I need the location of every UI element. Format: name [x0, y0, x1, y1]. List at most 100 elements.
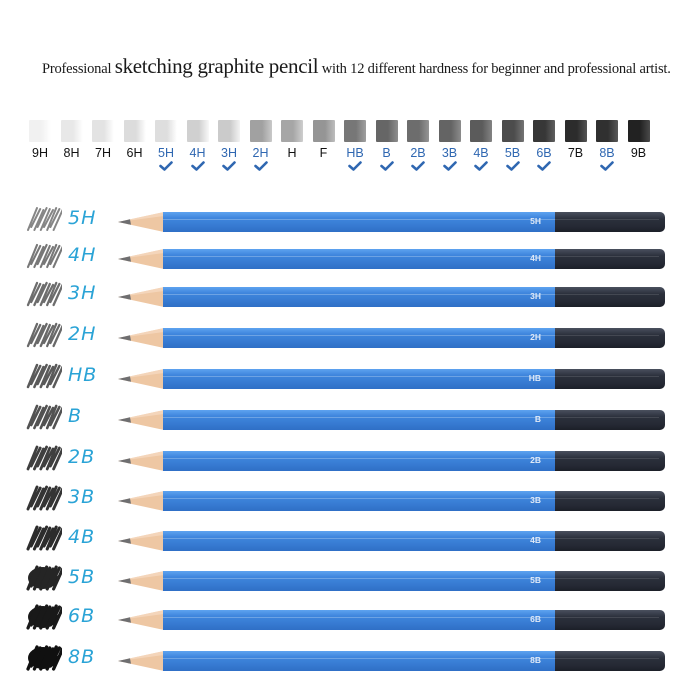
checkmark-icon: [411, 161, 425, 171]
pencil-row-5h: 5H 5H: [0, 207, 700, 232]
grade-label: 2B: [410, 146, 426, 160]
pencil-body: 8B: [163, 651, 555, 671]
pencil-row-3h: 3H 3H: [0, 281, 700, 307]
handwritten-grade-label: 3H: [68, 282, 97, 304]
pencil-end-cap: [555, 249, 665, 269]
pencil-body: 5B: [163, 571, 555, 591]
handwritten-grade-label: 2H: [68, 323, 97, 345]
grade-label: 6B: [536, 146, 552, 160]
sharpened-tip-icon: [118, 651, 164, 671]
hardness-grade-3b: 3B: [434, 120, 466, 171]
hardness-grade-f: F: [308, 120, 340, 160]
handwritten-grade-label: HB: [68, 364, 98, 386]
graphite-scribble-sample: [26, 445, 62, 471]
hardness-grade-2b: 2B: [402, 120, 434, 171]
grade-label: 5B: [504, 146, 521, 160]
hardness-grade-9h: 9H: [24, 120, 56, 160]
sharpened-tip-icon: [118, 571, 164, 591]
shade-swatch: [281, 120, 303, 142]
hardness-grade-b: B: [371, 120, 403, 171]
pencil-body: 3H: [163, 287, 555, 307]
shade-swatch: [312, 120, 335, 142]
grade-label: B: [382, 146, 391, 160]
shade-swatch: [407, 120, 429, 142]
sharpened-tip-icon: [118, 249, 164, 269]
checkmark-icon: [379, 161, 394, 171]
shade-swatch: [375, 120, 398, 142]
sharpened-tip-icon: [118, 491, 164, 511]
hardness-grade-7h: 7H: [87, 120, 119, 160]
grade-label: 8H: [63, 146, 80, 160]
shade-swatch: [564, 120, 587, 142]
shade-swatch: [627, 120, 650, 142]
pencil-end-cap: [555, 491, 665, 511]
graphite-scribble-sample: [26, 404, 62, 430]
pencil-end-cap: [555, 610, 665, 630]
shade-swatch: [29, 120, 51, 142]
grade-label: 3B: [441, 146, 458, 160]
graphite-scribble-sample: [26, 281, 62, 307]
pencil-hb: HB: [118, 369, 670, 389]
hardness-grade-hb: HB: [339, 120, 371, 171]
shade-swatch: [92, 120, 114, 142]
checkmark-icon: [474, 161, 488, 171]
sharpened-tip-icon: [118, 369, 164, 389]
graphite-scribble-sample: [27, 207, 62, 231]
handwritten-grade-label: 8B: [68, 646, 96, 668]
pencil-row-8b: 8B 8B: [0, 645, 700, 671]
pencil-end-cap: [555, 451, 665, 471]
pencil-row-6b: 6B 6B: [0, 604, 700, 630]
pencil-row-4h: 4H 4H: [0, 243, 700, 269]
shade-swatch: [596, 120, 618, 142]
pencil-3h: 3H: [118, 287, 670, 307]
handwritten-grade-label: 6B: [68, 605, 96, 627]
sharpened-tip-icon: [118, 287, 164, 307]
grade-label: 9H: [32, 146, 48, 160]
pencil-end-cap: [555, 328, 665, 348]
pencil-6b: 6B: [118, 610, 670, 630]
pencil-row-5b: 5B 5B: [0, 565, 700, 591]
pencil-row-3b: 3B 3B: [0, 485, 700, 511]
graphite-scribble-sample: [26, 485, 62, 511]
checkmark-icon: [190, 161, 205, 171]
pencil-body: B: [163, 410, 555, 430]
checkmark-icon: [600, 161, 614, 171]
headline-emphasis: sketching graphite pencil: [114, 54, 319, 78]
checkmark-icon: [505, 161, 520, 171]
hardness-grade-7b: 7B: [560, 120, 592, 160]
hardness-grade-8b: 8B: [591, 120, 623, 171]
sharpened-tip-icon: [118, 531, 164, 551]
grade-label: 7H: [95, 146, 111, 160]
handwritten-grade-label: 5H: [68, 207, 97, 229]
graphite-scribble-sample: [26, 565, 62, 591]
graphite-scribble-sample: [26, 243, 62, 269]
hardness-scale: 9H 8H 7H 6H 5H 4H 3H 2H H F HB B 2B 3B 4B 5B 6B 7B 8B 9B: [24, 120, 684, 180]
pencil-end-cap: [555, 287, 665, 307]
hardness-grade-4b: 4B: [465, 120, 497, 171]
pencil-b: B: [118, 410, 670, 430]
hardness-grade-6b: 6B: [528, 120, 560, 171]
grade-label: H: [287, 146, 297, 160]
sharpened-tip-icon: [118, 410, 164, 430]
shade-swatch: [60, 120, 83, 142]
hardness-grade-5b: 5B: [497, 120, 529, 171]
grade-label: 3H: [221, 146, 237, 160]
grade-label: F: [319, 146, 328, 160]
shade-swatch: [501, 120, 524, 142]
hardness-grade-9b: 9B: [623, 120, 655, 160]
grade-label: 8B: [599, 146, 615, 160]
headline-prefix: Professional: [42, 61, 115, 77]
hardness-grade-2h: 2H: [245, 120, 277, 171]
hardness-grade-3h: 3H: [213, 120, 245, 171]
pencil-body: 4H: [163, 249, 555, 269]
pencil-grade-imprint: 2B: [530, 455, 541, 465]
pencil-5b: 5B: [118, 571, 670, 591]
handwritten-grade-label: 4B: [68, 526, 96, 548]
pencil-grade-imprint: 3H: [530, 291, 541, 301]
graphite-scribble-sample: [26, 645, 62, 671]
checkmark-icon: [159, 161, 173, 171]
pencil-2h: 2H: [118, 328, 670, 348]
pencil-grade-imprint: 8B: [530, 655, 541, 665]
graphite-scribble-sample: [26, 322, 62, 348]
graphite-scribble-sample: [26, 604, 62, 630]
